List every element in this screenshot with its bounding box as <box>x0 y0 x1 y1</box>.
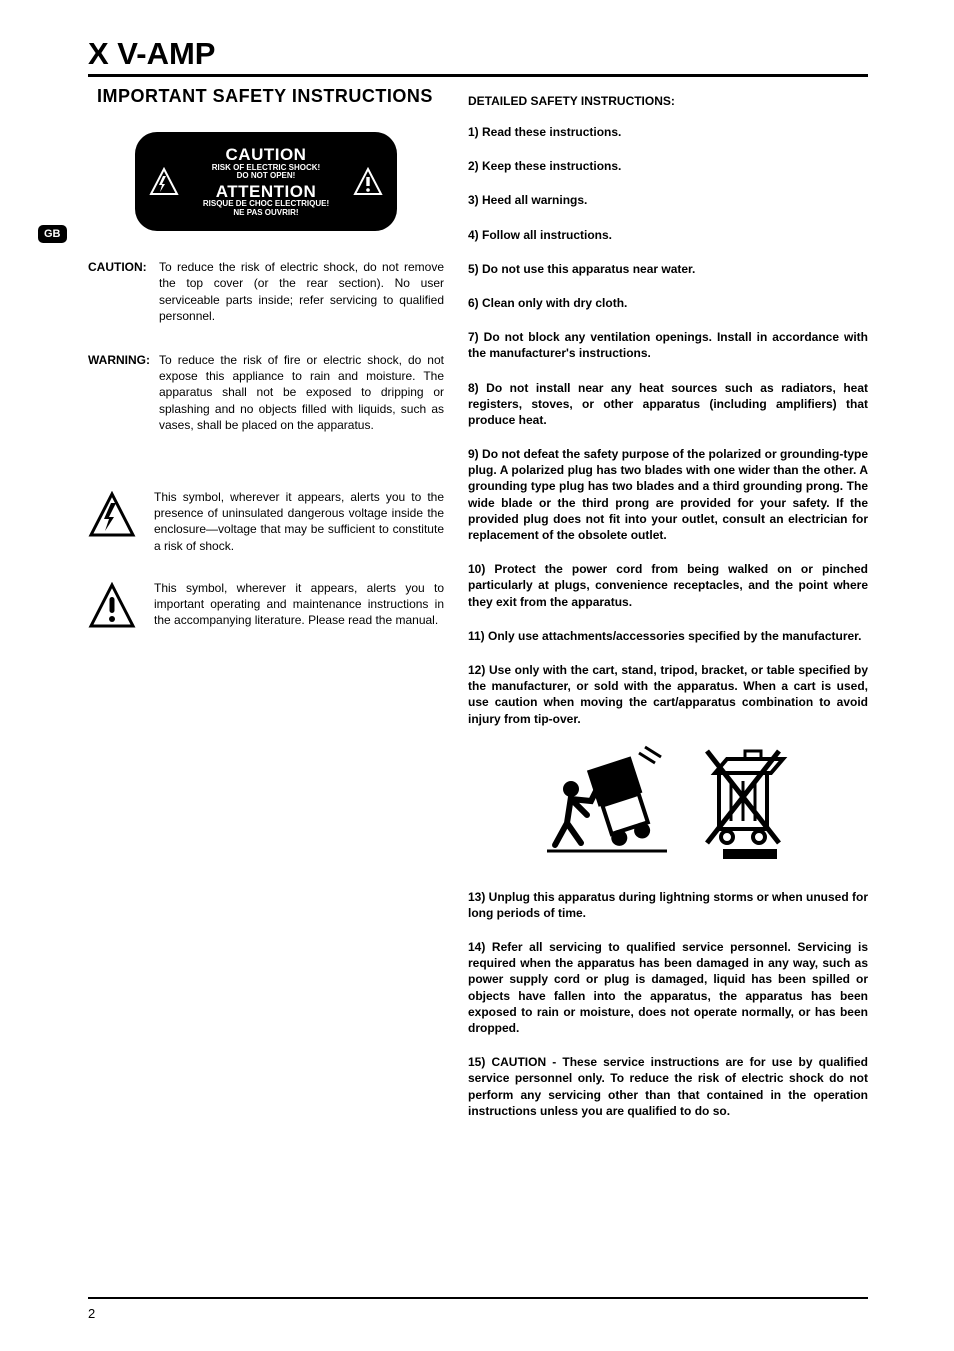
instruction-2: 2) Keep these instructions. <box>468 158 868 174</box>
instruction-3: 3) Heed all warnings. <box>468 192 868 208</box>
instruction-10: 10) Protect the power cord from being wa… <box>468 561 868 610</box>
warning-text: To reduce the risk of fire or electric s… <box>159 352 444 433</box>
footer-rule <box>88 1297 868 1299</box>
instruction-9: 9) Do not defeat the safety purpose of t… <box>468 446 868 543</box>
language-tab: GB <box>38 225 67 243</box>
right-column: DETAILED SAFETY INSTRUCTIONS: 1) Read th… <box>468 94 868 1137</box>
exclamation-triangle-icon-large <box>88 580 146 634</box>
product-title: X V-AMP <box>88 36 215 72</box>
warning-paragraph: WARNING: To reduce the risk of fire or e… <box>88 352 444 433</box>
exclamation-triangle-icon <box>353 167 383 197</box>
caution-label: CAUTION: <box>88 259 159 324</box>
panel-donotopen: DO NOT OPEN! <box>179 172 353 180</box>
instruction-1: 1) Read these instructions. <box>468 124 868 140</box>
page-number: 2 <box>88 1306 95 1321</box>
section-heading: IMPORTANT SAFETY INSTRUCTIONS <box>97 86 433 107</box>
instruction-5: 5) Do not use this apparatus near water. <box>468 261 868 277</box>
instruction-7: 7) Do not block any ventilation openings… <box>468 329 868 361</box>
panel-caution: CAUTION <box>179 146 353 164</box>
cart-weee-icon-row <box>468 745 868 865</box>
bolt-symbol-text: This symbol, wherever it appears, alerts… <box>146 489 444 554</box>
header-rule <box>88 74 868 77</box>
instruction-6: 6) Clean only with dry cloth. <box>468 295 868 311</box>
exclamation-symbol-text: This symbol, wherever it appears, alerts… <box>146 580 444 629</box>
left-column: CAUTION RISK OF ELECTRIC SHOCK! DO NOT O… <box>88 130 444 660</box>
instruction-4: 4) Follow all instructions. <box>468 227 868 243</box>
warning-label: WARNING: <box>88 352 159 433</box>
instruction-8: 8) Do not install near any heat sources … <box>468 380 868 429</box>
bolt-symbol-block: This symbol, wherever it appears, alerts… <box>88 489 444 554</box>
page: GB X V-AMP IMPORTANT SAFETY INSTRUCTIONS… <box>0 0 954 1351</box>
panel-nepas: NE PAS OUVRIR! <box>179 209 353 217</box>
exclamation-symbol-block: This symbol, wherever it appears, alerts… <box>88 580 444 634</box>
caution-paragraph: CAUTION: To reduce the risk of electric … <box>88 259 444 324</box>
bolt-triangle-icon <box>149 167 179 197</box>
cart-tip-icon <box>547 745 667 865</box>
instruction-14: 14) Refer all servicing to qualified ser… <box>468 939 868 1036</box>
instruction-13: 13) Unplug this apparatus during lightni… <box>468 889 868 921</box>
panel-attention: ATTENTION <box>179 183 353 201</box>
detailed-heading: DETAILED SAFETY INSTRUCTIONS: <box>468 94 868 108</box>
weee-bin-icon <box>697 745 789 865</box>
bolt-triangle-icon-large <box>88 489 146 543</box>
instruction-12: 12) Use only with the cart, stand, tripo… <box>468 662 868 727</box>
instruction-15: 15) CAUTION - These service instructions… <box>468 1054 868 1119</box>
instruction-11: 11) Only use attachments/accessories spe… <box>468 628 868 644</box>
caution-panel: CAUTION RISK OF ELECTRIC SHOCK! DO NOT O… <box>135 132 397 231</box>
caution-text: To reduce the risk of electric shock, do… <box>159 259 444 324</box>
